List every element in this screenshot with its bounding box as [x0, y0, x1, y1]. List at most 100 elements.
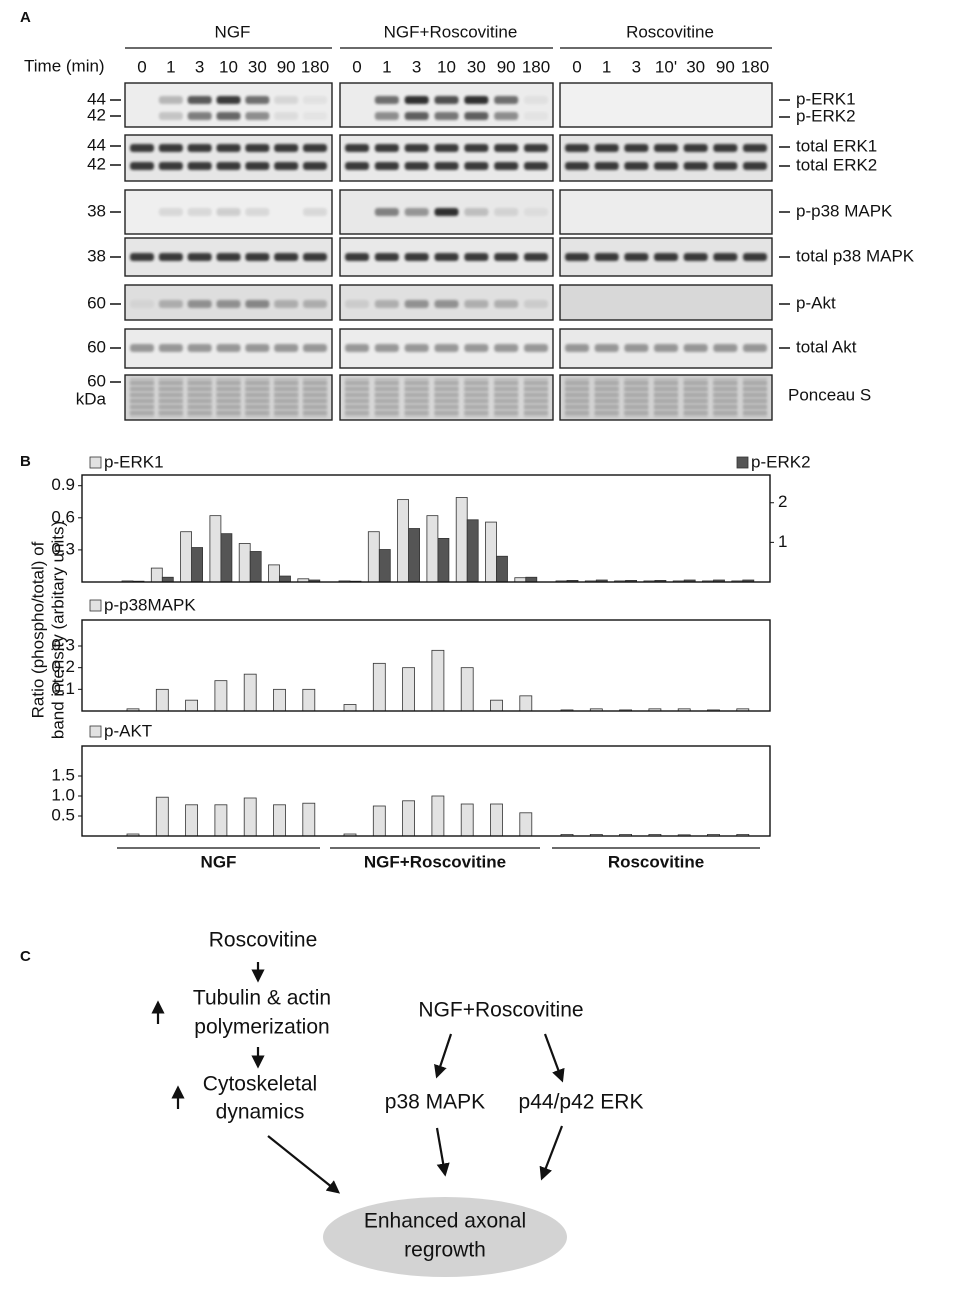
time-label: 1 — [166, 57, 175, 76]
ponceau-stripe — [683, 400, 708, 402]
ponceau-stripe — [245, 394, 270, 396]
mw-marker: 44 — [87, 89, 106, 108]
blot-frame — [339, 374, 554, 421]
ponceau-stripe — [524, 382, 548, 384]
legend-swatch — [736, 456, 749, 469]
bar — [273, 688, 286, 712]
blot-frame — [339, 237, 554, 277]
band — [187, 208, 212, 216]
band — [434, 112, 459, 120]
protein-label: total p38 MAPK — [796, 246, 915, 265]
ponceau-stripe — [654, 382, 678, 384]
band — [216, 300, 241, 308]
bar — [437, 538, 450, 583]
legend-label: p-ERK2 — [751, 452, 811, 471]
y2-tick-label: 2 — [778, 492, 787, 511]
ponceau-stripe — [216, 394, 241, 396]
band — [404, 253, 429, 261]
ponceau-stripe — [158, 394, 183, 396]
band — [683, 344, 708, 352]
ponceau-stripe — [565, 394, 589, 396]
band — [713, 253, 738, 261]
time-label: 180 — [301, 57, 329, 76]
blot-frame — [124, 82, 333, 128]
legend-swatch — [89, 725, 102, 738]
band — [374, 112, 399, 120]
ponceau-stripe — [245, 382, 270, 384]
ponceau-stripe — [216, 406, 241, 408]
ponceau-stripe — [683, 412, 708, 414]
band — [216, 253, 241, 261]
band — [404, 96, 429, 104]
ponceau-lane — [303, 378, 327, 417]
panel-label: A — [20, 9, 31, 26]
band — [303, 162, 327, 170]
band — [524, 144, 548, 152]
ponceau-stripe — [404, 394, 429, 396]
ponceau-stripe — [594, 400, 619, 402]
blot — [124, 237, 333, 277]
ponceau-lane — [158, 378, 183, 417]
ponceau-stripe — [216, 388, 241, 390]
bar — [460, 803, 474, 837]
ponceau-stripe — [524, 412, 548, 414]
ponceau-stripe — [303, 394, 327, 396]
ponceau-stripe — [624, 406, 649, 408]
ponceau-stripe — [494, 412, 519, 414]
band — [565, 162, 589, 170]
ponceau-lane — [464, 378, 489, 417]
band — [743, 162, 767, 170]
time-label: 180 — [522, 57, 550, 76]
blot-background — [560, 285, 772, 320]
band — [274, 96, 299, 104]
band — [216, 144, 241, 152]
band — [274, 162, 299, 170]
ponceau-stripe — [274, 394, 299, 396]
ponceau-stripe — [624, 412, 649, 414]
ponceau-lane — [130, 378, 154, 417]
ponceau-stripe — [594, 412, 619, 414]
ponceau-stripe — [565, 400, 589, 402]
blot-frame — [339, 284, 554, 321]
ponceau-lane — [187, 378, 212, 417]
ponceau-stripe — [374, 412, 399, 414]
blot-frame — [124, 189, 333, 235]
band — [130, 144, 154, 152]
ponceau-stripe — [187, 400, 212, 402]
bar — [402, 667, 416, 712]
ponceau-stripe — [654, 394, 678, 396]
band — [434, 96, 459, 104]
blot — [124, 189, 333, 235]
node-text: dynamics — [216, 1101, 305, 1124]
ponceau-stripe — [345, 388, 369, 390]
bar — [268, 564, 280, 583]
blot-frame — [559, 134, 773, 182]
bar — [191, 547, 204, 583]
mw-marker: 42 — [87, 105, 106, 124]
ponceau-stripe — [303, 388, 327, 390]
blot-frame — [559, 374, 773, 421]
ponceau-stripe — [130, 388, 154, 390]
plot-frame — [81, 745, 771, 837]
band — [434, 300, 459, 308]
band — [434, 162, 459, 170]
ponceau-stripe — [683, 388, 708, 390]
ponceau-lane — [565, 378, 589, 417]
band — [274, 144, 299, 152]
bar — [519, 812, 533, 837]
blot-background — [560, 135, 772, 181]
node-text: NGF+Roscovitine — [418, 999, 583, 1022]
ponceau-stripe — [713, 394, 738, 396]
blot — [124, 82, 333, 128]
band — [494, 144, 519, 152]
band — [494, 162, 519, 170]
bar — [519, 695, 533, 712]
band — [158, 300, 183, 308]
band — [303, 144, 327, 152]
legend-label: p-p38MAPK — [104, 595, 196, 614]
blot-frame — [339, 189, 554, 235]
ponceau-lane — [274, 378, 299, 417]
band — [345, 344, 369, 352]
blot-frame — [559, 189, 773, 235]
